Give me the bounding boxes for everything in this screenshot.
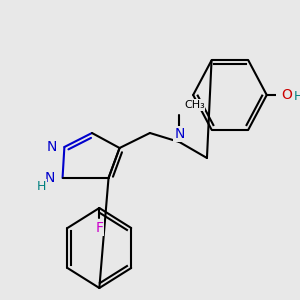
Text: F: F <box>95 221 103 235</box>
Text: N: N <box>45 171 55 185</box>
Text: O: O <box>281 88 292 102</box>
Text: CH₃: CH₃ <box>184 100 205 110</box>
Text: H: H <box>37 179 46 193</box>
Text: H: H <box>294 91 300 103</box>
Text: N: N <box>47 140 57 154</box>
Text: N: N <box>174 127 184 141</box>
